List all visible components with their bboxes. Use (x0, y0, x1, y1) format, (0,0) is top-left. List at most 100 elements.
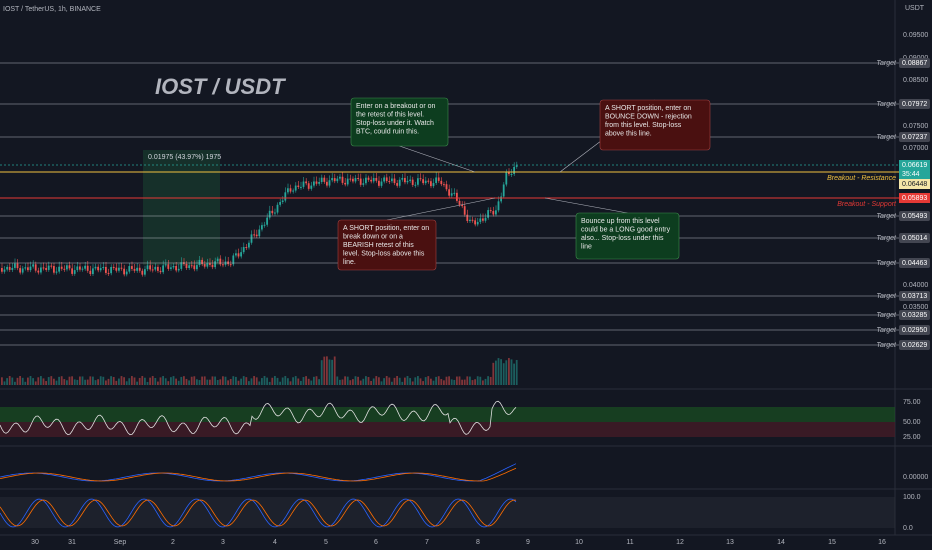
volume-bar (471, 380, 474, 385)
candle (219, 258, 222, 265)
volume-bar (367, 377, 370, 385)
time-axis-label: 8 (476, 539, 480, 546)
note-text: A SHORT position, enter on (343, 225, 429, 232)
volume-bar (149, 377, 151, 385)
volume-bar (261, 378, 263, 385)
volume-bar (318, 379, 320, 385)
price-tag (899, 340, 930, 350)
volume-bar (133, 377, 136, 385)
candle (367, 177, 370, 180)
candle (409, 179, 411, 181)
volume-bar (110, 376, 112, 385)
volume-bar (157, 381, 159, 385)
volume-bar (11, 377, 14, 385)
candle (463, 206, 466, 215)
candle (274, 212, 276, 214)
note-text: the retest of this level. (356, 111, 424, 118)
price-tag (899, 233, 930, 243)
volume-bar (385, 376, 388, 385)
measure-area (143, 150, 220, 265)
volume-bar (102, 376, 105, 385)
candle (406, 180, 409, 183)
volume-bar (8, 376, 11, 385)
candle (138, 267, 141, 271)
candle (237, 253, 240, 257)
candle (120, 267, 123, 269)
candle (240, 252, 242, 257)
candle (164, 264, 167, 266)
volume-bar (50, 376, 53, 385)
volume-bar (352, 379, 354, 385)
candle (258, 229, 261, 237)
price-tag (899, 132, 930, 142)
volume-bar (508, 358, 510, 385)
note-box (350, 97, 449, 147)
candle (305, 181, 307, 184)
candle (232, 255, 235, 265)
time-axis-label: 9 (526, 539, 530, 546)
candle (24, 267, 27, 269)
volume-bar (419, 378, 422, 385)
time-axis-label: 31 (68, 539, 76, 546)
volume-bar (206, 379, 209, 385)
price-tag (899, 99, 930, 109)
volume-bar (448, 376, 450, 385)
candle (495, 210, 497, 215)
volume-bar (396, 376, 398, 385)
candle (45, 268, 47, 270)
volume-bar (170, 377, 172, 385)
volume-bar (502, 363, 505, 385)
volume-bar (188, 380, 190, 385)
macd-line (0, 463, 517, 482)
candle (466, 214, 469, 222)
volume-bar (97, 379, 99, 385)
candle (6, 266, 8, 270)
volume-bar (196, 379, 198, 385)
candle (331, 178, 333, 181)
candle (396, 183, 398, 186)
volume-bar (292, 377, 294, 385)
volume-bar (79, 376, 81, 385)
volume-bar (370, 380, 372, 385)
candle (294, 185, 297, 191)
candle (287, 188, 289, 193)
candle (73, 270, 76, 274)
note-text: Stop-loss under it. Watch (356, 120, 434, 127)
candle (107, 272, 110, 274)
note-text: break down or on a (343, 233, 403, 240)
volume-bar (271, 377, 274, 385)
volume-bar (198, 380, 201, 385)
candle (318, 182, 320, 184)
volume-bar (359, 380, 362, 385)
volume-bar (427, 376, 430, 385)
volume-bar (180, 376, 183, 385)
candle (263, 224, 266, 226)
candle (307, 183, 310, 189)
volume-bar (453, 379, 456, 385)
candle (326, 181, 328, 186)
volume-bar (245, 377, 248, 385)
volume-bar (443, 380, 445, 385)
volume-bar (320, 360, 323, 385)
volume-bar (372, 378, 375, 385)
candle (216, 258, 219, 262)
candle (487, 210, 489, 218)
candle (401, 177, 404, 180)
volume-bar (409, 378, 411, 385)
time-axis-label: 6 (374, 539, 378, 546)
volume-bar (211, 376, 214, 385)
rsi-lower-band (0, 422, 895, 437)
candle (68, 265, 71, 269)
volume-bar (68, 376, 71, 385)
volume-bar (284, 376, 287, 385)
target-price: 0.02629 (902, 342, 927, 349)
volume-bar (118, 378, 120, 385)
volume-bar (112, 376, 115, 385)
candle (60, 266, 63, 269)
candle (1, 268, 3, 272)
candle (479, 218, 482, 222)
candle (71, 268, 73, 274)
volume-bar (37, 377, 40, 385)
volume-bar (34, 381, 37, 385)
note-connector (544, 197, 628, 214)
